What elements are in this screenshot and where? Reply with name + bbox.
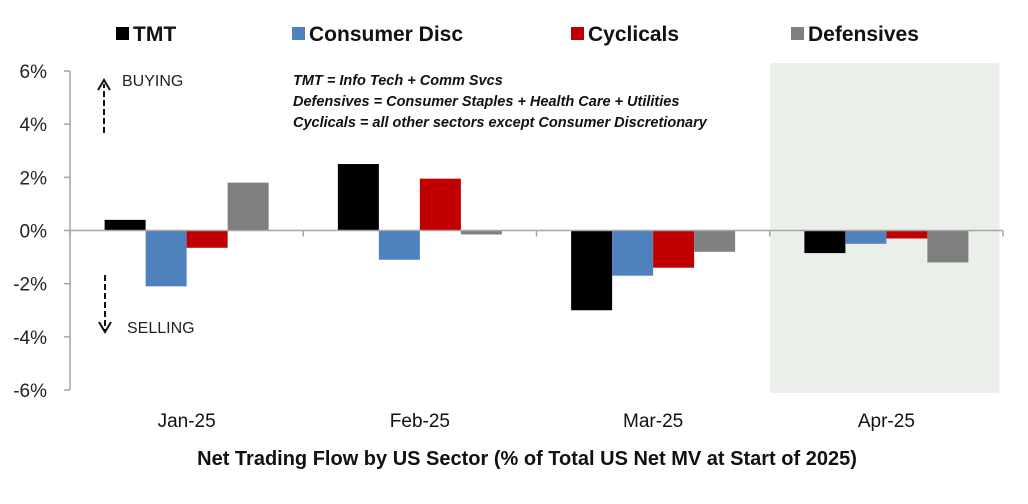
bar-consumer-disc-apr-25 (845, 230, 887, 244)
bar-tmt-apr-25 (804, 230, 846, 254)
bar-cyclicals-mar-25 (653, 230, 695, 268)
legend-label-consumer-disc: Consumer Disc (309, 23, 463, 46)
bar-cyclicals-jan-25 (186, 230, 228, 248)
up-arrow-icon (97, 78, 111, 91)
bar-defensives-jan-25 (227, 182, 269, 231)
legend-swatch-cyclicals (571, 27, 584, 40)
annotation-notes: TMT = Info Tech + Comm Svcs Defensives = … (293, 73, 708, 131)
buying-label: BUYING (122, 73, 183, 90)
highlight-region-apr-25 (770, 63, 1000, 393)
x-tick-label: Mar-25 (623, 411, 683, 432)
bar-tmt-jan-25 (104, 219, 146, 231)
bar-tmt-mar-25 (571, 230, 613, 311)
bar-defensives-mar-25 (694, 230, 736, 252)
x-tick-label: Apr-25 (858, 411, 915, 432)
y-tick-label: -6% (13, 381, 47, 402)
y-tick-label: 6% (20, 62, 48, 83)
x-tick-label: Feb-25 (390, 411, 450, 432)
y-tick-label: -4% (13, 328, 47, 349)
bar-cyclicals-feb-25 (419, 178, 461, 231)
selling-label: SELLING (127, 320, 195, 337)
legend-swatch-defensives (791, 27, 804, 40)
annotation-note: Cyclicals = all other sectors except Con… (293, 115, 708, 131)
legend-label-tmt: TMT (133, 23, 176, 46)
y-tick-label: 4% (20, 115, 48, 136)
y-tick-label: -2% (13, 275, 47, 296)
bar-defensives-feb-25 (460, 230, 502, 235)
legend-swatch-tmt (116, 27, 129, 40)
annotation-note: TMT = Info Tech + Comm Svcs (293, 73, 503, 89)
annotation-note: Defensives = Consumer Staples + Health C… (293, 94, 679, 110)
legend-swatch-consumer-disc (292, 27, 305, 40)
bar-consumer-disc-feb-25 (378, 230, 420, 260)
legend-label-defensives: Defensives (808, 23, 919, 46)
x-axis: Jan-25 Feb-25 Mar-25 Apr-25 (69, 229, 1004, 432)
legend-label-cyclicals: Cyclicals (588, 23, 679, 46)
down-arrow-icon (98, 321, 112, 334)
y-axis: 6% 4% 2% 0% -2% -4% -6% (13, 62, 71, 402)
y-tick-label: 0% (20, 222, 48, 243)
legend: TMT Consumer Disc Cyclicals Defensives (116, 23, 919, 46)
bar-consumer-disc-mar-25 (612, 230, 654, 276)
bar-tmt-feb-25 (337, 164, 379, 231)
bar-cyclicals-apr-25 (886, 230, 928, 239)
bars (104, 164, 969, 311)
bar-consumer-disc-jan-25 (145, 230, 187, 287)
chart-title: Net Trading Flow by US Sector (% of Tota… (197, 448, 857, 470)
x-tick-label: Jan-25 (158, 411, 216, 432)
buying-selling-arrows: BUYING SELLING (97, 73, 195, 337)
y-tick-label: 2% (20, 168, 48, 189)
bar-defensives-apr-25 (927, 230, 969, 263)
